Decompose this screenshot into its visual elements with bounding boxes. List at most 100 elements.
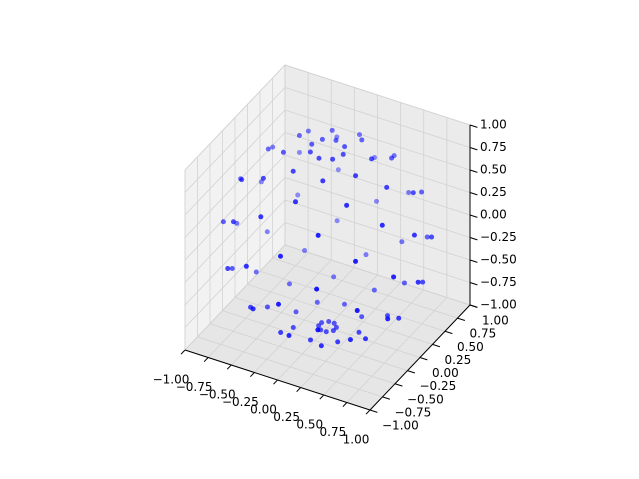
point bbox=[357, 132, 362, 138]
point bbox=[354, 308, 360, 314]
tick-mark bbox=[382, 396, 391, 400]
grid-line bbox=[284, 199, 471, 261]
grid-line bbox=[284, 154, 471, 216]
point bbox=[411, 232, 417, 238]
point bbox=[264, 304, 270, 310]
grid-line bbox=[184, 199, 286, 306]
point bbox=[220, 219, 226, 225]
z-tick-label: −1.00 bbox=[480, 298, 517, 312]
point bbox=[320, 178, 326, 184]
point bbox=[359, 314, 365, 320]
point bbox=[342, 301, 347, 307]
point bbox=[302, 248, 308, 254]
point bbox=[265, 146, 271, 152]
point bbox=[286, 333, 292, 339]
point bbox=[347, 337, 353, 343]
point bbox=[319, 320, 325, 326]
point bbox=[243, 263, 249, 269]
point bbox=[278, 253, 283, 259]
grid-line bbox=[184, 87, 286, 193]
tick-mark bbox=[469, 304, 478, 308]
tick-mark bbox=[273, 379, 278, 385]
point bbox=[331, 320, 337, 326]
grid-line bbox=[284, 244, 471, 306]
x-tick-label: −1.00 bbox=[153, 373, 190, 387]
point bbox=[333, 137, 339, 143]
point bbox=[225, 266, 231, 272]
point bbox=[315, 232, 321, 238]
grid-line bbox=[184, 177, 286, 283]
y-tick-label: −0.75 bbox=[395, 405, 432, 419]
point bbox=[318, 327, 324, 333]
point bbox=[308, 337, 313, 343]
x-tick-label: −0.50 bbox=[199, 388, 236, 402]
grid-line bbox=[184, 244, 286, 351]
y-tick-label: −0.50 bbox=[407, 392, 444, 406]
point bbox=[356, 329, 362, 335]
grid-line bbox=[284, 132, 471, 193]
point bbox=[316, 155, 322, 161]
grid-line bbox=[259, 270, 446, 332]
y-tick-label: 0.50 bbox=[457, 340, 484, 354]
grid-line bbox=[184, 154, 286, 261]
x-tick-label: 0.50 bbox=[296, 418, 323, 432]
tick-mark bbox=[319, 394, 325, 400]
point bbox=[331, 274, 337, 280]
point bbox=[353, 258, 359, 264]
tick-mark bbox=[469, 192, 478, 196]
point bbox=[316, 323, 322, 329]
tick-mark bbox=[369, 409, 378, 413]
point bbox=[296, 133, 302, 138]
tick-mark bbox=[469, 237, 478, 241]
point bbox=[286, 281, 292, 287]
point bbox=[379, 222, 385, 228]
tick-mark bbox=[469, 169, 478, 173]
point bbox=[419, 189, 425, 195]
grid-line bbox=[284, 177, 471, 238]
x-axis-line bbox=[184, 349, 371, 411]
point bbox=[396, 315, 402, 321]
point bbox=[359, 137, 365, 143]
tick-mark bbox=[469, 214, 478, 218]
tick-mark bbox=[469, 282, 478, 286]
point bbox=[406, 190, 412, 195]
tick-mark bbox=[457, 317, 466, 322]
point bbox=[391, 153, 397, 159]
grid-line bbox=[222, 310, 408, 372]
point bbox=[309, 141, 315, 147]
z-tick-label: 1.00 bbox=[480, 118, 507, 132]
point bbox=[335, 167, 341, 173]
point bbox=[314, 286, 320, 292]
point bbox=[290, 168, 296, 174]
z-tick-label: 0.25 bbox=[480, 185, 507, 199]
z-tick-label: 0.50 bbox=[480, 163, 507, 177]
y-tick-label: 0.75 bbox=[470, 327, 497, 341]
y-tick-label: −0.25 bbox=[420, 379, 457, 393]
z-tick-label: −0.50 bbox=[480, 253, 517, 267]
grid-line bbox=[209, 323, 396, 385]
point bbox=[384, 184, 390, 190]
point bbox=[330, 328, 336, 334]
point bbox=[319, 136, 325, 142]
x-tick-label: 0.25 bbox=[273, 410, 300, 424]
point bbox=[326, 319, 332, 324]
point bbox=[295, 192, 301, 198]
point bbox=[229, 265, 235, 271]
point bbox=[323, 329, 329, 335]
tick-mark bbox=[226, 364, 232, 370]
point bbox=[278, 330, 284, 336]
point bbox=[372, 155, 377, 161]
tick-mark bbox=[432, 343, 441, 348]
y-tick-label: −1.00 bbox=[382, 419, 419, 433]
z-tick-label: 0.00 bbox=[480, 208, 507, 222]
grid-line bbox=[184, 109, 286, 216]
point bbox=[344, 202, 350, 208]
grid-line bbox=[284, 64, 471, 126]
point bbox=[307, 149, 313, 155]
point bbox=[424, 234, 430, 240]
point bbox=[276, 301, 281, 307]
y-tick-label: 0.00 bbox=[432, 366, 459, 380]
tick-mark bbox=[394, 383, 403, 387]
point bbox=[314, 299, 320, 305]
